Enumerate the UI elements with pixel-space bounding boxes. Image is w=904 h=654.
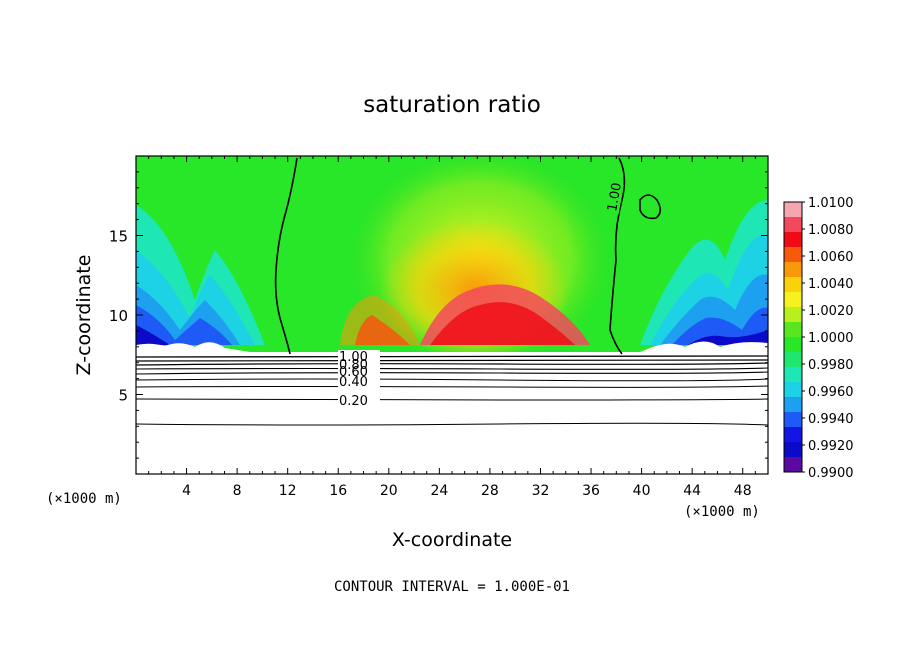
contour-label-0-20: 0.20 [339, 394, 368, 409]
x-unit-right: (×1000 m) [684, 504, 760, 520]
y-tick-label: 5 [118, 387, 128, 405]
x-tick-label: 4 [182, 483, 191, 499]
colorbar-swatch [784, 262, 802, 278]
contour-labels: 1.00 0.80 0.60 0.40 0.20 1.00 [339, 182, 625, 409]
chart-title: saturation ratio [363, 92, 541, 118]
x-unit-left: (×1000 m) [46, 491, 122, 507]
contour-label-0-80: 0.80 [339, 358, 368, 373]
x-tick-label: 28 [481, 483, 499, 499]
colorbar-label: 0.9960 [808, 385, 854, 400]
colorbar-label: 0.9980 [808, 358, 854, 373]
colorbar-label: 0.9920 [808, 439, 854, 454]
contour-interval-note: CONTOUR INTERVAL = 1.000E-01 [334, 579, 570, 595]
contour-label-0-60: 0.60 [339, 365, 368, 380]
y-tick-label: 10 [109, 307, 128, 325]
colorbar: 1.0100 1.0080 1.0060 1.0040 1.0020 1.0000 0.99… [783, 196, 854, 481]
x-tick-label: 40 [633, 483, 651, 499]
colorbar-swatch [784, 442, 802, 458]
colorbar-swatch [784, 427, 802, 443]
colorbar-swatch [784, 277, 802, 293]
colorbar-label: 1.0020 [808, 304, 854, 319]
colorbar-label: 1.0080 [808, 223, 854, 238]
colorbar-label: 1.0060 [808, 250, 854, 265]
contour-label-0-40: 0.40 [339, 375, 368, 390]
x-tick-label: 36 [582, 483, 600, 499]
colorbar-label: 0.9900 [808, 466, 854, 481]
x-tick-label: 20 [380, 483, 398, 499]
contour-label-1-00-upper: 1.00 [605, 182, 625, 213]
x-tick-label: 12 [279, 483, 297, 499]
x-tick-label: 32 [532, 483, 550, 499]
colorbar-swatch [784, 232, 802, 248]
colorbar-swatch [784, 322, 802, 338]
x-tick-label: 24 [430, 483, 448, 499]
colorbar-swatch [784, 292, 802, 308]
y-tick-label: 15 [109, 228, 128, 246]
colorbar-swatch [784, 367, 802, 383]
contour-label-1-00-lower: 1.00 [339, 350, 368, 365]
colorbar-label: 1.0100 [808, 196, 854, 211]
colorbar-swatch [784, 337, 802, 353]
colorbar-label: 1.0000 [808, 331, 854, 346]
x-axis-label: X-coordinate [392, 529, 512, 551]
y-axis-label: Z-coordinate [73, 255, 95, 376]
x-axis-ticks: 4 8 12 16 20 24 28 32 36 40 44 48 [148, 156, 756, 499]
colorbar-swatch [784, 412, 802, 428]
colorbar-swatch [784, 352, 802, 368]
heatmap-field [136, 156, 768, 474]
colorbar-swatch [784, 397, 802, 413]
colorbar-swatch [784, 202, 802, 218]
x-tick-label: 44 [683, 483, 701, 499]
colorbar-swatch [784, 217, 802, 233]
colorbar-swatch [784, 307, 802, 323]
x-tick-label: 16 [329, 483, 347, 499]
colorbar-label: 1.0040 [808, 277, 854, 292]
y-axis-ticks: 5 10 15 [109, 171, 768, 459]
colorbar-swatch [784, 247, 802, 263]
x-tick-label: 48 [734, 483, 752, 499]
colorbar-swatch [784, 382, 802, 398]
x-tick-label: 8 [233, 483, 242, 499]
colorbar-label: 0.9940 [808, 412, 854, 427]
colorbar-swatch [784, 457, 802, 473]
